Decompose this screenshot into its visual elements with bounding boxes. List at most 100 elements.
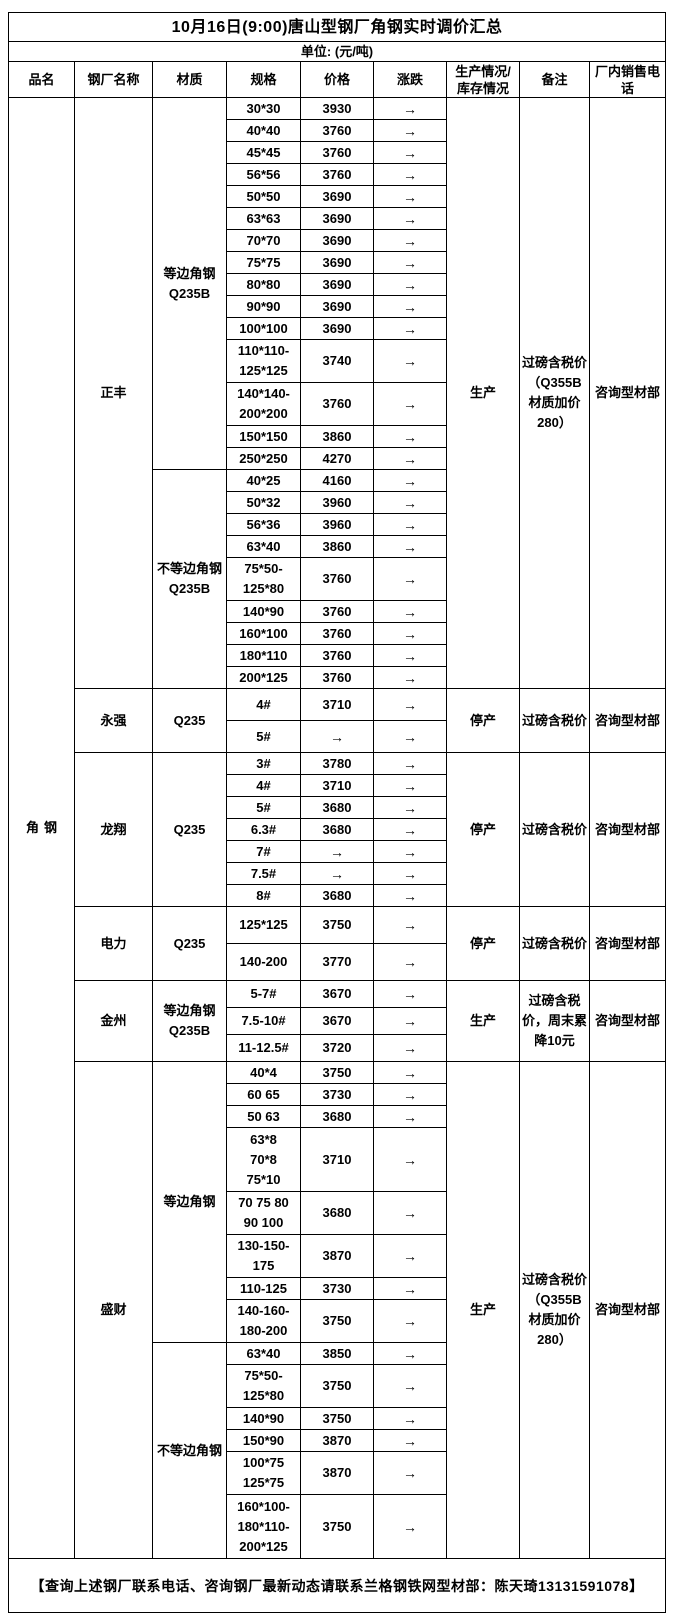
unit-row: 单位: (元/吨) xyxy=(7,41,667,62)
header-row: 品名 钢厂名称 材质 规格 价格 涨跌 生产情况/ 库存情况 备注 厂内销售电话 xyxy=(8,61,667,98)
right-arrow-icon: → xyxy=(403,1465,417,1481)
spec-cell: 150*90 xyxy=(226,1429,301,1452)
right-arrow-icon: → xyxy=(403,516,417,533)
right-arrow-icon: → xyxy=(403,494,417,511)
price-cell: 3680 xyxy=(300,884,374,907)
price-cell: 3680 xyxy=(300,818,374,841)
table-row: 75*75 3690 → xyxy=(9,251,666,274)
right-arrow-icon: → xyxy=(403,777,417,794)
spec-cell: 4# xyxy=(226,688,301,721)
spec-cell: 130-150- 175 xyxy=(226,1234,301,1278)
column-header-4: 价格 xyxy=(300,61,374,98)
spec-cell: 63*40 xyxy=(226,535,301,558)
status-cell: 生产 xyxy=(446,97,520,689)
trend-cell: → xyxy=(373,119,447,142)
right-arrow-icon: → xyxy=(403,188,417,205)
right-arrow-icon: → xyxy=(403,1410,417,1427)
column-header-8: 厂内销售电话 xyxy=(588,61,667,98)
unit-label: 单位: (元/吨) xyxy=(7,41,667,62)
trend-cell: → xyxy=(373,1234,447,1278)
spec-cell: 140-200 xyxy=(226,943,301,981)
trend-cell: → xyxy=(373,425,447,448)
price-cell: 3690 xyxy=(300,185,374,208)
spec-cell: 140*90 xyxy=(226,600,301,623)
factory-cell: 正丰 xyxy=(74,97,153,689)
phone-cell: 咨询型材部 xyxy=(588,688,667,753)
spec-cell: 75*50- 125*80 xyxy=(226,557,301,601)
column-header-5: 涨跌 xyxy=(373,61,447,98)
table-row: 70 75 80 90 100 3680 → xyxy=(9,1191,666,1235)
spec-cell: 70 75 80 90 100 xyxy=(226,1191,301,1235)
trend-cell: → xyxy=(373,943,447,981)
price-cell: 4160 xyxy=(300,469,374,492)
right-arrow-icon: → xyxy=(403,887,417,904)
trend-cell: → xyxy=(373,1061,447,1084)
table-row: 50*32 3960 → xyxy=(9,491,666,514)
spec-cell: 5# xyxy=(226,720,301,753)
table-row: 60 65 3730 → xyxy=(9,1083,666,1106)
price-cell: 3750 xyxy=(300,906,374,944)
price-cell: 3760 xyxy=(300,163,374,186)
trend-cell: → xyxy=(373,906,447,944)
price-cell: → xyxy=(300,862,374,885)
price-cell: 3750 xyxy=(300,1299,374,1343)
price-cell: 3730 xyxy=(300,1277,374,1300)
right-arrow-icon: → xyxy=(330,843,344,860)
spec-cell: 7.5# xyxy=(226,862,301,885)
factory-cell: 盛财 xyxy=(74,1061,153,1559)
price-cell: 3860 xyxy=(300,425,374,448)
price-cell: 3850 xyxy=(300,1342,374,1365)
price-cell: → xyxy=(300,720,374,753)
factory-cell: 永强 xyxy=(74,688,153,753)
phone-cell: 咨询型材部 xyxy=(588,1061,667,1559)
page-title: 10月16日(9:00)唐山型钢厂角钢实时调价汇总 xyxy=(7,12,667,42)
price-cell: 3760 xyxy=(300,600,374,623)
spec-cell: 160*100- 180*110- 200*125 xyxy=(226,1494,301,1559)
material-cell: Q235 xyxy=(152,906,227,981)
price-cell: 4270 xyxy=(300,447,374,470)
spec-cell: 110*110- 125*125 xyxy=(226,339,301,383)
trend-cell: → xyxy=(373,720,447,753)
spec-cell: 45*45 xyxy=(226,141,301,164)
right-arrow-icon: → xyxy=(403,954,417,970)
table-row: 盛财 等边角钢 40*4 3750 → 生产 过磅含税价（Q355B材质加价280） 咨询型材… xyxy=(9,1061,667,1559)
trend-cell: → xyxy=(373,207,447,230)
trend-cell: → xyxy=(373,491,447,514)
title-row: 10月16日(9:00)唐山型钢厂角钢实时调价汇总 xyxy=(7,12,667,42)
spec-cell: 40*40 xyxy=(226,119,301,142)
table-row: 80*80 3690 → xyxy=(9,273,666,296)
column-header-1: 钢厂名称 xyxy=(74,61,153,98)
price-cell: 3750 xyxy=(300,1407,374,1430)
material-cell: 不等边角钢 Q235B xyxy=(152,469,227,689)
spec-cell: 11-12.5# xyxy=(226,1034,301,1062)
trend-cell: → xyxy=(373,622,447,645)
price-cell: 3680 xyxy=(300,1191,374,1235)
price-cell: 3870 xyxy=(300,1429,374,1452)
phone-cell: 咨询型材部 xyxy=(588,752,667,907)
spec-cell: 3# xyxy=(226,752,301,775)
right-arrow-icon: → xyxy=(403,1518,417,1535)
trend-cell: → xyxy=(373,1083,447,1106)
price-cell: 3690 xyxy=(300,251,374,274)
price-cell: 3740 xyxy=(300,339,374,383)
material-cell: Q235 xyxy=(152,688,227,753)
trend-cell: → xyxy=(373,317,447,340)
price-cell: 3750 xyxy=(300,1364,374,1408)
phone-cell: 咨询型材部 xyxy=(588,906,667,981)
spec-cell: 140*140- 200*200 xyxy=(226,382,301,426)
right-arrow-icon: → xyxy=(403,122,417,139)
right-arrow-icon: → xyxy=(403,728,417,745)
price-cell: 3760 xyxy=(300,666,374,689)
right-arrow-icon: → xyxy=(403,472,417,489)
right-arrow-icon: → xyxy=(403,254,417,271)
trend-cell: → xyxy=(373,1105,447,1128)
spec-cell: 160*100 xyxy=(226,622,301,645)
trend-cell: → xyxy=(373,1191,447,1235)
price-cell: 3760 xyxy=(300,644,374,667)
remark-cell: 过磅含税价 xyxy=(519,688,590,753)
table-row: 140-200 3770 → xyxy=(9,943,666,981)
remark-cell: 过磅含税价 xyxy=(519,906,590,981)
spec-cell: 200*125 xyxy=(226,666,301,689)
table-row: 140*90 3750 → xyxy=(9,1407,666,1430)
price-cell: 3670 xyxy=(300,980,374,1008)
